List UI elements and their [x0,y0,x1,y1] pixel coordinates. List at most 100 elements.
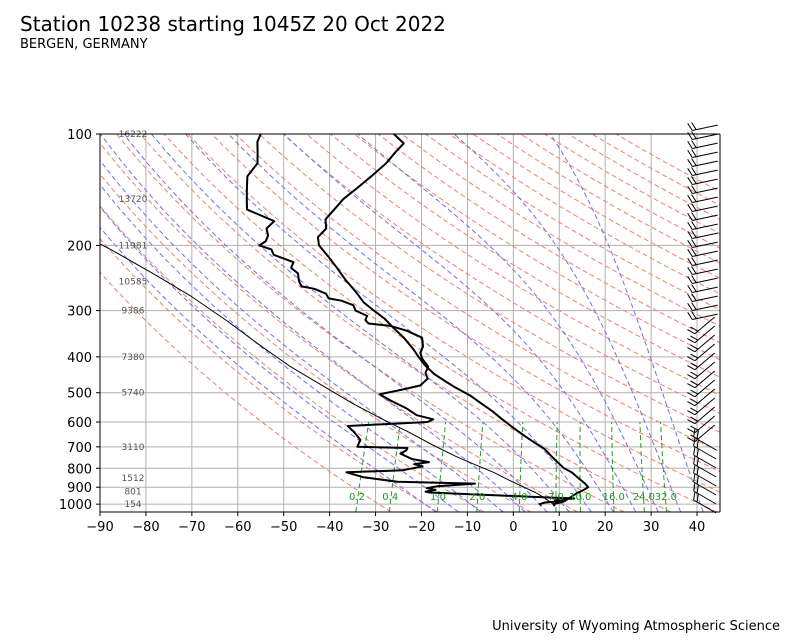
height-label: 16222 [119,130,148,140]
mixing-ratio-line [355,421,370,512]
barb-flag [687,347,696,353]
barb-flag [696,493,699,503]
wind-barb [687,302,718,311]
barb-flag [687,123,693,131]
dry-adiabat [377,134,720,344]
barb-flag [693,473,696,483]
mixing-ratio-line [660,421,667,512]
profile-lines [100,134,590,507]
dry-adiabat [330,134,720,378]
barb-flag [687,186,693,194]
barb-staff [693,454,717,469]
moist-adiabat [100,183,482,512]
moist-adiabat [357,134,659,512]
barb-flag [687,258,693,266]
wind-barb [687,167,718,176]
barb-flag [687,338,696,344]
wind-barb [687,388,716,407]
wind-barb [687,131,718,140]
barb-flag [696,439,699,449]
barb-flag [687,168,693,176]
barb-flag [687,267,693,275]
temperature-line [316,134,590,507]
x-tick-label: −90 [86,520,113,535]
x-tick-label: −50 [270,520,297,535]
dry-adiabat [401,134,720,327]
y-tick-label: 200 [67,239,92,254]
wind-barb [693,446,717,469]
barb-staff [692,133,718,140]
moist-adiabat [123,134,548,512]
barb-flag [687,392,696,398]
barb-flag [687,329,696,335]
mixing-ratio-label: 1.0 [430,492,446,503]
y-tick-label: 900 [67,481,92,496]
barb-flag [691,167,697,175]
dry-adiabat [282,134,720,415]
wind-barb [687,415,716,434]
barb-staff [692,313,718,320]
barb-flag [691,230,697,238]
barb-flag [687,231,693,239]
barb-flag [691,122,697,130]
height-label: 5740 [122,389,145,399]
barb-staff [692,214,718,221]
barb-flag [693,482,696,492]
barb-staff [694,334,716,353]
barb-flag [693,428,696,438]
barb-staff [694,397,716,416]
y-tick-label: 100 [67,128,92,143]
barb-flag [691,275,697,283]
x-tick-label: 30 [643,520,660,535]
wind-barb [687,221,718,230]
x-tick-label: −40 [316,520,343,535]
dry-adiabat [116,134,625,512]
barb-flag [696,457,699,467]
mixing-ratio-line [436,421,447,512]
barb-staff [693,472,717,487]
wind-barb [687,257,718,266]
barb-flag [687,401,696,407]
wind-barb [687,293,718,302]
dry-adiabat [211,134,720,473]
x-tick-label: −30 [362,520,389,535]
barb-flag [687,374,696,380]
wind-barb [687,334,716,353]
barb-flag [691,149,697,157]
barb-staff [694,361,716,380]
barb-flag [691,131,697,139]
barb-staff [692,241,718,248]
background-lines [100,134,720,512]
barb-staff [692,205,718,212]
wind-barb [687,176,718,185]
barb-flag [690,416,699,422]
barb-flag [696,430,699,440]
barb-flag [690,425,699,431]
dry-adiabat [187,134,720,493]
barb-staff [692,178,718,185]
dry-adiabat [520,134,720,249]
wind-barb [687,248,718,257]
barb-staff [693,445,717,460]
barb-flag [690,371,699,377]
barb-flag [690,389,699,395]
barb-staff [694,370,716,389]
barb-flag [691,239,697,247]
barb-staff [692,277,718,284]
barb-staff [692,169,718,176]
y-tick-label: 700 [67,441,92,456]
wind-barb [687,284,718,293]
x-tick-label: −10 [454,520,481,535]
barb-flag [691,212,697,220]
dry-adiabat [139,134,671,512]
barb-staff [692,187,718,194]
barb-flag [696,466,699,476]
barb-staff [694,325,716,344]
barb-staff [692,295,718,302]
barb-flag [687,437,696,443]
x-tick-label: 10 [551,520,568,535]
barb-staff [692,124,718,131]
mixing-ratio-label: 0.2 [349,492,365,503]
wind-barb [693,491,717,514]
mixing-ratio-line [388,421,401,512]
